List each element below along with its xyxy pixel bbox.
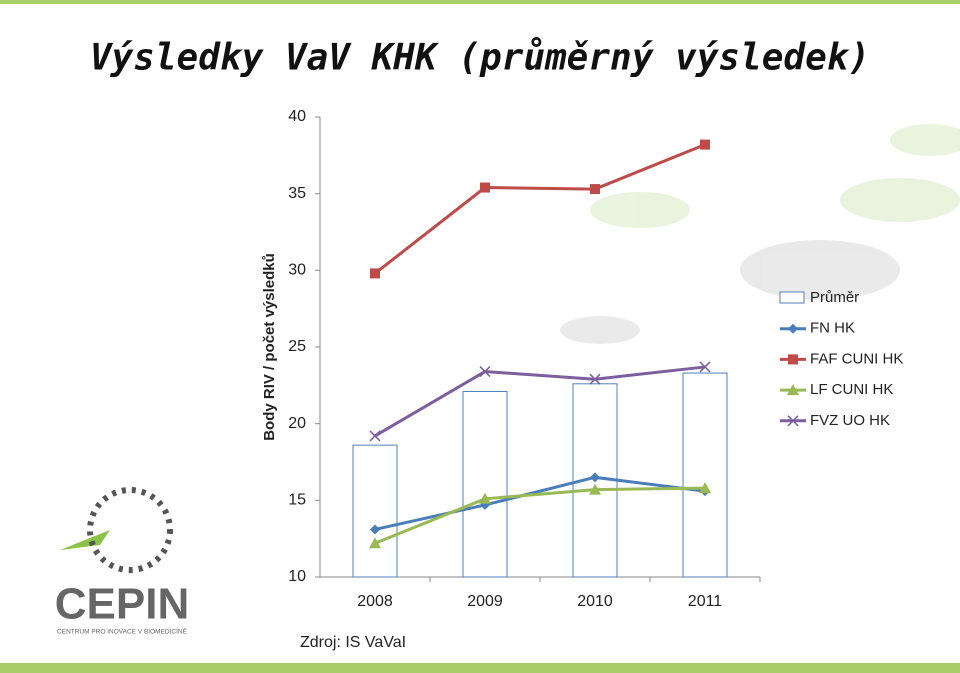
legend-label: Průměr bbox=[810, 289, 859, 306]
line bbox=[374, 475, 706, 531]
source-note: Zdroj: IS VaVaI bbox=[300, 634, 406, 651]
line-marker bbox=[590, 184, 600, 195]
line bbox=[374, 486, 706, 545]
logo: CEPIN CENTRUM PRO INOVACE V BIOMEDICÍNĚ bbox=[55, 487, 189, 636]
chart-title: Výsledky VaV KHK (průměrný výsledek) bbox=[90, 38, 870, 79]
legend-marker bbox=[787, 384, 799, 396]
bar bbox=[462, 390, 508, 578]
x-tick-label: 2009 bbox=[467, 593, 503, 610]
line-marker bbox=[590, 472, 600, 483]
y-axis-label: Body RIV / počet výsledků bbox=[261, 253, 278, 441]
legend-swatch bbox=[779, 291, 805, 304]
bar bbox=[352, 444, 398, 578]
line-marker bbox=[370, 524, 380, 535]
legend-label: FVZ UO HK bbox=[810, 412, 890, 429]
x-tick-label: 2011 bbox=[688, 593, 723, 610]
legend-label: FN HK bbox=[810, 320, 855, 337]
y-tick-label: 25 bbox=[288, 338, 306, 355]
bottom-border bbox=[0, 663, 960, 673]
line-marker bbox=[479, 492, 491, 504]
x-tick-label: 2010 bbox=[577, 593, 613, 610]
y-tick-label: 40 bbox=[288, 108, 306, 125]
x-tick-label: 2008 bbox=[357, 593, 393, 610]
line-marker bbox=[480, 182, 490, 193]
bar bbox=[682, 372, 728, 578]
legend-marker bbox=[788, 354, 798, 365]
top-border bbox=[0, 0, 960, 4]
logo-ring bbox=[87, 487, 173, 573]
line-marker bbox=[370, 268, 380, 279]
line-marker bbox=[589, 483, 601, 495]
logo-name: CEPIN bbox=[55, 580, 189, 629]
legend-label: LF CUNI HK bbox=[810, 381, 893, 398]
y-tick-label: 15 bbox=[288, 492, 306, 509]
legend-marker bbox=[787, 415, 799, 427]
legend-marker bbox=[788, 323, 798, 334]
line-marker bbox=[369, 537, 381, 549]
y-tick-label: 35 bbox=[288, 185, 306, 202]
background-decor bbox=[560, 124, 960, 344]
line-marker bbox=[699, 361, 711, 373]
line bbox=[374, 143, 706, 275]
line bbox=[374, 365, 706, 438]
line-marker bbox=[699, 482, 711, 494]
logo-arrow bbox=[60, 530, 110, 550]
line-marker bbox=[369, 430, 381, 442]
line-marker bbox=[589, 373, 601, 385]
y-tick-label: 20 bbox=[288, 415, 306, 432]
line-marker bbox=[700, 139, 710, 150]
legend-label: FAF CUNI HK bbox=[810, 350, 903, 367]
line-marker bbox=[479, 366, 491, 378]
y-tick-label: 30 bbox=[288, 262, 306, 279]
y-tick-label: 10 bbox=[288, 568, 306, 585]
logo-subtitle: CENTRUM PRO INOVACE V BIOMEDICÍNĚ bbox=[57, 627, 188, 636]
